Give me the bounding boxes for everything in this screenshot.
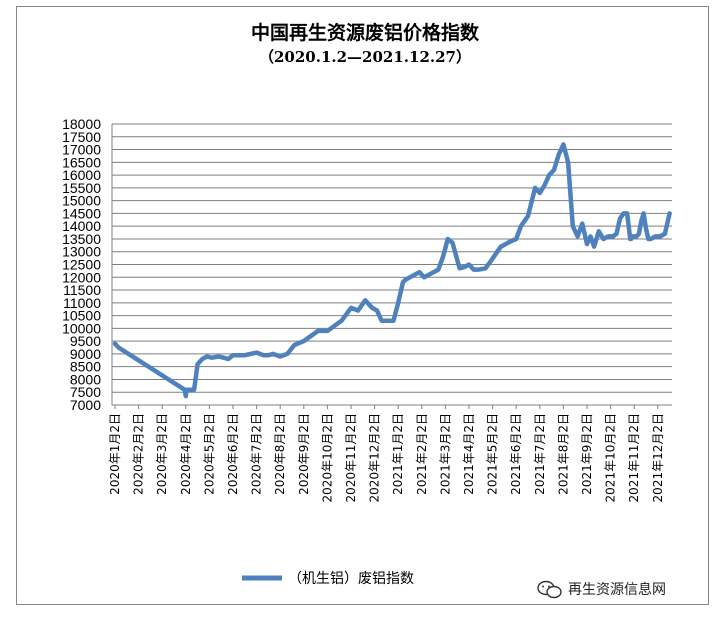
y-tick-label: 16500 (62, 154, 101, 170)
chart-frame: 中国再生资源废铝价格指数 （2020.1.2—2021.12.27） 7000 7… (16, 6, 709, 605)
x-tick-label: 2020年6月2日 (226, 413, 240, 495)
x-tick-label: 2021年3月2日 (438, 413, 452, 495)
y-tick-label: 13000 (62, 244, 101, 260)
legend: （机生铝）废铝指数 (242, 571, 414, 587)
x-tick-label: 2021年7月2日 (533, 413, 547, 495)
x-tick-label: 2021年6月2日 (509, 413, 523, 495)
y-tick-label: 17500 (62, 129, 101, 145)
y-tick-label: 8500 (70, 359, 101, 375)
wechat-logo-icon (537, 580, 562, 599)
x-tick-label: 2021年8月2日 (556, 413, 570, 495)
x-tick-label: 2021年12月2日 (651, 413, 665, 502)
x-tick-label: 2021年9月2日 (580, 413, 594, 495)
y-tick-label: 14500 (62, 205, 101, 221)
y-tick-label: 14000 (62, 218, 101, 234)
y-tick-label: 16000 (62, 167, 101, 183)
gridlines (112, 123, 672, 393)
x-tick-label: 2020年2月2日 (132, 413, 146, 495)
x-tick-label: 2021年11月2日 (627, 413, 641, 502)
y-tick-label: 12500 (62, 257, 101, 273)
axes (111, 124, 672, 406)
x-tick-label: 2021年4月2日 (462, 413, 476, 495)
y-tick-label: 8000 (70, 371, 101, 387)
x-tick-label: 2021年5月2日 (486, 413, 500, 495)
y-tick-label: 7500 (70, 384, 101, 400)
x-tick-label: 2020年4月2日 (179, 413, 193, 495)
x-tick-label: 2020年3月2日 (155, 413, 169, 495)
x-tick-label: 2020年5月2日 (202, 413, 216, 495)
x-tick-label: 2021年2月2日 (415, 413, 429, 495)
y-tick-label: 13500 (62, 231, 101, 247)
series-line (112, 142, 672, 399)
y-tick-label: 15500 (62, 180, 101, 196)
y-tick-label: 10000 (62, 320, 101, 336)
x-axis-ticks: 2020年1月2日 2020年2月2日 2020年3月2日 2020年4月2日 2020… (108, 405, 665, 502)
y-tick-label: 15000 (62, 193, 101, 209)
x-tick-label: 2020年10月2日 (320, 413, 334, 502)
y-tick-label: 9000 (70, 346, 101, 362)
x-tick-label: 2021年1月2日 (391, 413, 405, 495)
chart-svg: 中国再生资源废铝价格指数 （2020.1.2—2021.12.27） 70007… (62, 21, 672, 599)
chart-title: 中国再生资源废铝价格指数 (251, 21, 480, 44)
x-tick-label: 2020年11月2日 (344, 413, 358, 502)
x-tick-label: 2020年12月2日 (368, 413, 382, 502)
x-tick-label: 2020年9月2日 (297, 413, 311, 495)
chart-subtitle: （2020.1.2—2021.12.27） (259, 48, 471, 66)
watermark: 再生资源信息网 (537, 580, 666, 599)
y-tick-label: 7000 (70, 397, 101, 413)
x-tick-label: 2021年10月2日 (604, 413, 618, 502)
x-tick-label: 2020年7月2日 (250, 413, 264, 495)
y-tick-label: 11500 (63, 282, 101, 298)
y-tick-label: 12000 (62, 269, 101, 285)
y-tick-label: 11000 (63, 295, 101, 311)
y-tick-label: 18000 (62, 116, 101, 132)
y-tick-label: 9500 (70, 333, 101, 349)
x-tick-label: 2020年1月2日 (108, 413, 122, 495)
watermark-text: 再生资源信息网 (568, 581, 666, 598)
y-tick-label: 17000 (62, 142, 101, 158)
series-group (112, 142, 672, 399)
x-tick-label: 2020年8月2日 (273, 413, 287, 495)
y-axis-ticks: 7000750080008500900095001000010500110001… (62, 116, 101, 413)
legend-label: （机生铝）废铝指数 (288, 571, 414, 587)
y-tick-label: 10500 (62, 308, 101, 324)
